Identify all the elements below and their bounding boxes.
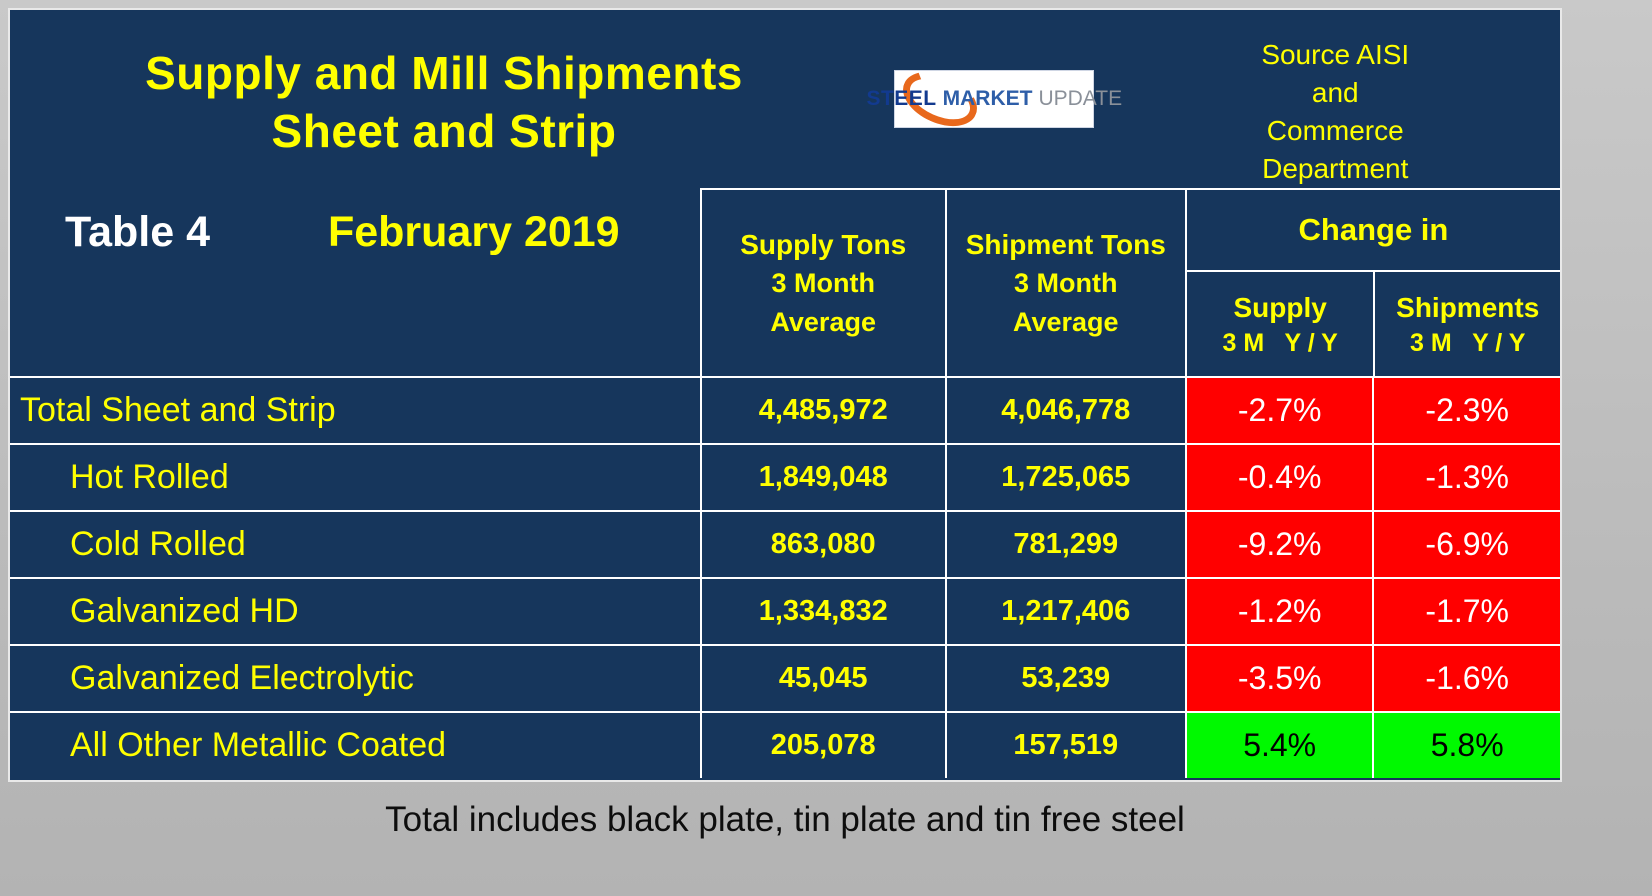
column-header-change-supply: Supply 3 M Y / Y: [1222, 291, 1338, 357]
period-label: February 2019: [327, 208, 620, 256]
table-caption: Table 4 February 2019: [10, 188, 700, 376]
change-supply-value: -9.2%: [1184, 512, 1373, 577]
change-supply-value: 5.4%: [1184, 713, 1373, 778]
title-line-1: Supply and Mill Shipments: [145, 47, 743, 99]
source-line: and: [1311, 77, 1359, 108]
table-header-row: Table 4 February 2019 Supply Tons 3 Mont…: [10, 188, 1560, 376]
logo-text-steel: STEEL: [866, 87, 937, 110]
shipment-value: 781,299: [944, 512, 1185, 577]
row-label: Hot Rolled: [70, 458, 229, 496]
table-row-galvanized-electrolytic: Galvanized Electrolytic 45,045 53,239 -3…: [10, 644, 1560, 711]
change-supply-value: -0.4%: [1184, 445, 1373, 510]
column-header-supply: Supply Tons 3 Month Average: [699, 188, 945, 376]
shipment-value: 1,725,065: [944, 445, 1185, 510]
source-note: Source AISI and Commerce Department: [1111, 10, 1561, 188]
supply-value: 863,080: [699, 512, 945, 577]
shipment-value: 157,519: [944, 713, 1185, 778]
change-subheaders: Supply 3 M Y / Y Shipments 3 M Y / Y: [1187, 272, 1560, 376]
table-row-galvanized-hd: Galvanized HD 1,334,832 1,217,406 -1.2% …: [10, 577, 1560, 644]
row-label: Cold Rolled: [70, 525, 246, 563]
change-supply-value: -3.5%: [1184, 646, 1373, 711]
source-line: Source AISI: [1261, 39, 1410, 70]
change-supply-value: -1.2%: [1184, 579, 1373, 644]
change-shipments-value: 5.8%: [1372, 713, 1560, 778]
change-shipments-value: -1.7%: [1372, 579, 1560, 644]
logo-block: STEEL MARKET UPDATE: [866, 10, 1122, 188]
table-panel: Supply and Mill Shipments Sheet and Stri…: [8, 8, 1562, 782]
logo-text-market: MARKET: [942, 87, 1033, 110]
shipment-value: 1,217,406: [944, 579, 1185, 644]
row-label: All Other Metallic Coated: [70, 726, 447, 764]
column-header-shipment: Shipment Tons 3 Month Average: [944, 188, 1185, 376]
supply-value: 1,849,048: [699, 445, 945, 510]
change-in-header: Change in: [1186, 190, 1560, 272]
table-body: Total Sheet and Strip 4,485,972 4,046,77…: [10, 376, 1560, 778]
table-row-hot-rolled: Hot Rolled 1,849,048 1,725,065 -0.4% -1.…: [10, 443, 1560, 510]
source-line: Department: [1262, 153, 1409, 184]
change-supply-value: -2.7%: [1184, 378, 1373, 443]
row-label: Total Sheet and Strip: [20, 391, 336, 429]
shipment-value: 53,239: [944, 646, 1185, 711]
footer-note: Total includes black plate, tin plate an…: [385, 800, 1185, 839]
shipment-value: 4,046,778: [944, 378, 1185, 443]
change-shipments-value: -1.3%: [1372, 445, 1560, 510]
table-number-label: Table 4: [65, 208, 210, 256]
supply-value: 45,045: [699, 646, 945, 711]
row-label: Galvanized HD: [70, 592, 299, 630]
table-row-cold-rolled: Cold Rolled 863,080 781,299 -9.2% -6.9%: [10, 510, 1560, 577]
column-header-change-shipments: Shipments 3 M Y / Y: [1373, 272, 1560, 376]
source-line: Commerce: [1266, 115, 1404, 146]
table-row-all-other-metallic-coated: All Other Metallic Coated 205,078 157,51…: [10, 711, 1560, 778]
title-line-2: Sheet and Strip: [271, 105, 617, 157]
logo-text-update: UPDATE: [1038, 87, 1123, 110]
supply-value: 4,485,972: [699, 378, 945, 443]
table-row-total-sheet-and-strip: Total Sheet and Strip 4,485,972 4,046,77…: [10, 376, 1560, 443]
row-label: Galvanized Electrolytic: [70, 659, 414, 697]
page-title: Supply and Mill Shipments Sheet and Stri…: [10, 10, 878, 188]
supply-value: 1,334,832: [699, 579, 945, 644]
supply-value: 205,078: [699, 713, 945, 778]
column-header-change-group: Change in Supply 3 M Y / Y Shipments 3 M…: [1184, 188, 1560, 376]
header-banner: Supply and Mill Shipments Sheet and Stri…: [10, 10, 1560, 188]
change-shipments-value: -2.3%: [1372, 378, 1560, 443]
change-shipments-value: -6.9%: [1372, 512, 1560, 577]
steel-market-update-logo: STEEL MARKET UPDATE: [866, 61, 1122, 137]
change-shipments-value: -1.6%: [1372, 646, 1560, 711]
